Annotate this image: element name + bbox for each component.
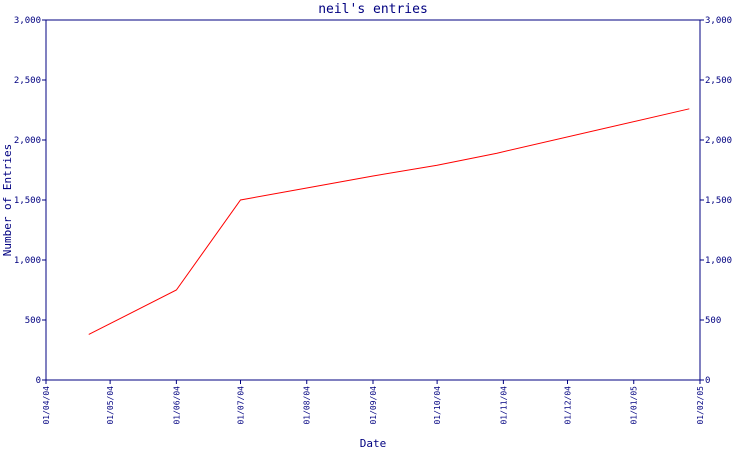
x-tick-label: 01/10/04 <box>433 386 442 425</box>
x-tick-label: 01/12/04 <box>563 386 572 425</box>
y2-tick-label: 2,000 <box>705 136 732 146</box>
x-tick-label: 01/09/04 <box>369 386 378 425</box>
data-line <box>88 108 690 335</box>
y-tick-label: 0 <box>36 376 41 386</box>
plot-frame <box>45 19 701 381</box>
y-tick-label: 2,000 <box>14 136 41 146</box>
x-tick-label: 01/07/04 <box>236 386 245 425</box>
x-tick-label: 01/02/05 <box>696 386 705 425</box>
y-axis-label: Number of Entries <box>1 144 14 257</box>
y2-tick-label: 500 <box>705 316 721 326</box>
x-axis-label: Date <box>360 437 387 450</box>
x-tick-label: 01/01/05 <box>630 386 639 425</box>
y2-tick-label: 2,500 <box>705 76 732 86</box>
y-tick-label: 1,500 <box>14 196 41 206</box>
y-tick-label: 1,000 <box>14 256 41 266</box>
chart-title: neil's entries <box>318 2 428 17</box>
x-tick-label: 01/08/04 <box>303 386 312 425</box>
y2-tick-label: 1,500 <box>705 196 732 206</box>
y-tick-label: 3,000 <box>14 16 41 26</box>
y-tick-label: 2,500 <box>14 76 41 86</box>
x-tick-label: 01/06/04 <box>172 386 181 425</box>
y2-tick-label: 3,000 <box>705 16 732 26</box>
x-tick-label: 01/11/04 <box>499 386 508 425</box>
x-tick-label: 01/05/04 <box>106 386 115 425</box>
y2-tick-label: 0 <box>705 376 710 386</box>
y2-tick-label: 1,000 <box>705 256 732 266</box>
x-tick-label: 01/04/04 <box>42 386 51 425</box>
y-tick-label: 500 <box>25 316 41 326</box>
